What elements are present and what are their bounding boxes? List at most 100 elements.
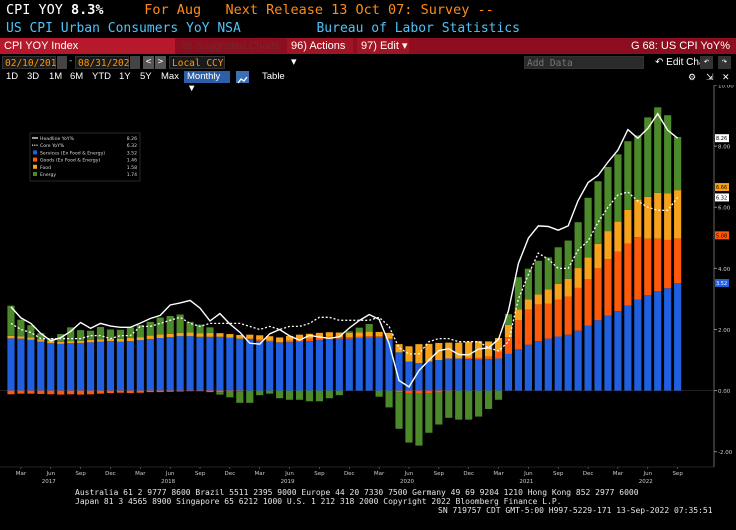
bar-services: [644, 295, 652, 391]
prev-arrow-icon[interactable]: <: [143, 56, 154, 69]
table-button[interactable]: Table: [262, 71, 285, 82]
bar-food: [534, 294, 542, 305]
calendar-icon[interactable]: [130, 56, 140, 69]
redo-icon[interactable]: ↷: [718, 56, 731, 69]
bar-services: [96, 341, 105, 391]
bar-food: [17, 336, 25, 339]
bar-food: [325, 332, 333, 337]
bar-services: [425, 361, 433, 391]
range-5y[interactable]: 5Y: [140, 71, 152, 82]
gear-icon[interactable]: ⚙: [688, 72, 697, 82]
x-tick-label: Jun: [404, 471, 414, 477]
bar-goods: [435, 390, 443, 393]
close-icon[interactable]: ✕: [722, 72, 730, 82]
bar-goods: [574, 287, 582, 331]
bar-goods: [156, 390, 164, 393]
legend-value: 6.32: [127, 143, 137, 149]
legend-label: Food: [40, 165, 51, 171]
bar-food: [136, 337, 144, 341]
bar-services: [534, 341, 542, 391]
bar-food: [186, 332, 194, 337]
bar-services: [634, 299, 642, 391]
bar-food: [494, 338, 503, 352]
range-ytd[interactable]: YTD: [92, 71, 111, 82]
bar-energy: [136, 324, 144, 338]
x-tick-label: Dec: [105, 471, 116, 477]
bar-energy: [67, 327, 75, 342]
date-separator: -: [68, 56, 74, 66]
x-tick-label: Mar: [16, 471, 27, 477]
bar-energy: [166, 316, 174, 334]
suggested-charts-button[interactable]: 96 Suggested Charts: [181, 40, 280, 52]
range-1d[interactable]: 1D: [6, 71, 19, 82]
bar-services: [206, 336, 214, 391]
bar-energy: [146, 321, 154, 336]
chart-title-tab[interactable]: CPI YOY Index: [0, 38, 175, 54]
bar-food: [385, 332, 393, 339]
bar-services: [305, 341, 314, 391]
bar-energy: [116, 329, 125, 339]
pin-icon[interactable]: ⇲: [706, 72, 714, 82]
bar-services: [345, 338, 353, 391]
x-year-label: 2020: [400, 479, 414, 485]
bar-services: [126, 341, 134, 391]
start-date-field[interactable]: 02/10/2017: [2, 56, 62, 69]
line-chart-icon[interactable]: [236, 71, 249, 84]
security-header: CPI YOY 8.3% For Aug Next Release 13 Oct…: [0, 0, 736, 20]
y-tick-label: 8.00: [718, 145, 731, 151]
bar-energy: [276, 390, 284, 399]
bar-food: [564, 278, 572, 297]
bar-goods: [584, 279, 592, 326]
edit-chart-button[interactable]: ↶ Edit Chart: [655, 57, 711, 68]
y-tick-label: 2.00: [718, 328, 731, 334]
axis-value-tag: [715, 231, 729, 240]
range-1y[interactable]: 1Y: [119, 71, 131, 82]
calendar-icon[interactable]: [57, 56, 67, 69]
bar-energy: [435, 392, 443, 425]
undo-icon[interactable]: ↶: [700, 56, 713, 69]
frequency-select[interactable]: Monthly ▼: [184, 71, 230, 94]
axis-value-tag-label: 8.26: [716, 136, 727, 142]
description-text: US CPI Urban Consumers YoY NSA: [6, 21, 241, 36]
range-3d[interactable]: 3D: [27, 71, 40, 82]
bar-food: [176, 332, 184, 337]
bar-goods: [425, 390, 433, 394]
bar-goods: [216, 390, 224, 393]
bar-services: [156, 338, 164, 391]
x-year-label: 2021: [519, 479, 533, 485]
bar-food: [67, 341, 75, 344]
actions-menu[interactable]: 96) Actions ▾: [287, 38, 353, 68]
bar-services: [295, 341, 304, 391]
bar-services: [246, 339, 254, 391]
currency-select[interactable]: Local CCY: [169, 56, 225, 69]
bar-energy: [315, 390, 324, 402]
bar-goods: [594, 268, 602, 321]
date-toolbar: 02/10/2017 - 08/31/2022 < > Local CCY Ad…: [0, 55, 736, 70]
x-tick-label: Jun: [165, 471, 175, 477]
bar-goods: [634, 237, 642, 300]
end-date-field[interactable]: 08/31/2022: [75, 56, 135, 69]
next-arrow-icon[interactable]: >: [155, 56, 166, 69]
bar-goods: [176, 390, 184, 392]
add-data-input[interactable]: Add Data: [524, 56, 644, 69]
range-6m[interactable]: 6M: [70, 71, 84, 82]
range-1m[interactable]: 1M: [49, 71, 63, 82]
bar-energy: [355, 327, 363, 333]
bar-services: [385, 339, 393, 391]
bar-food: [266, 336, 274, 341]
edit-menu[interactable]: 97) Edit ▾: [357, 38, 409, 54]
bar-services: [484, 359, 493, 391]
bar-energy: [325, 390, 333, 399]
bar-energy: [654, 107, 662, 193]
cpi-chart: 10.00 8.00 6.00 4.00 2.00 0.00 -2.00 8.26 6.66 6.…: [0, 84, 734, 485]
bar-food: [524, 299, 532, 310]
bar-goods: [236, 390, 244, 392]
bar-food: [77, 340, 85, 343]
bar-food: [504, 324, 513, 338]
bar-services: [574, 330, 582, 391]
range-max[interactable]: Max: [161, 71, 179, 82]
bar-services: [196, 336, 204, 391]
bar-energy: [544, 257, 552, 290]
bar-energy: [644, 117, 652, 197]
bar-food: [365, 331, 373, 337]
